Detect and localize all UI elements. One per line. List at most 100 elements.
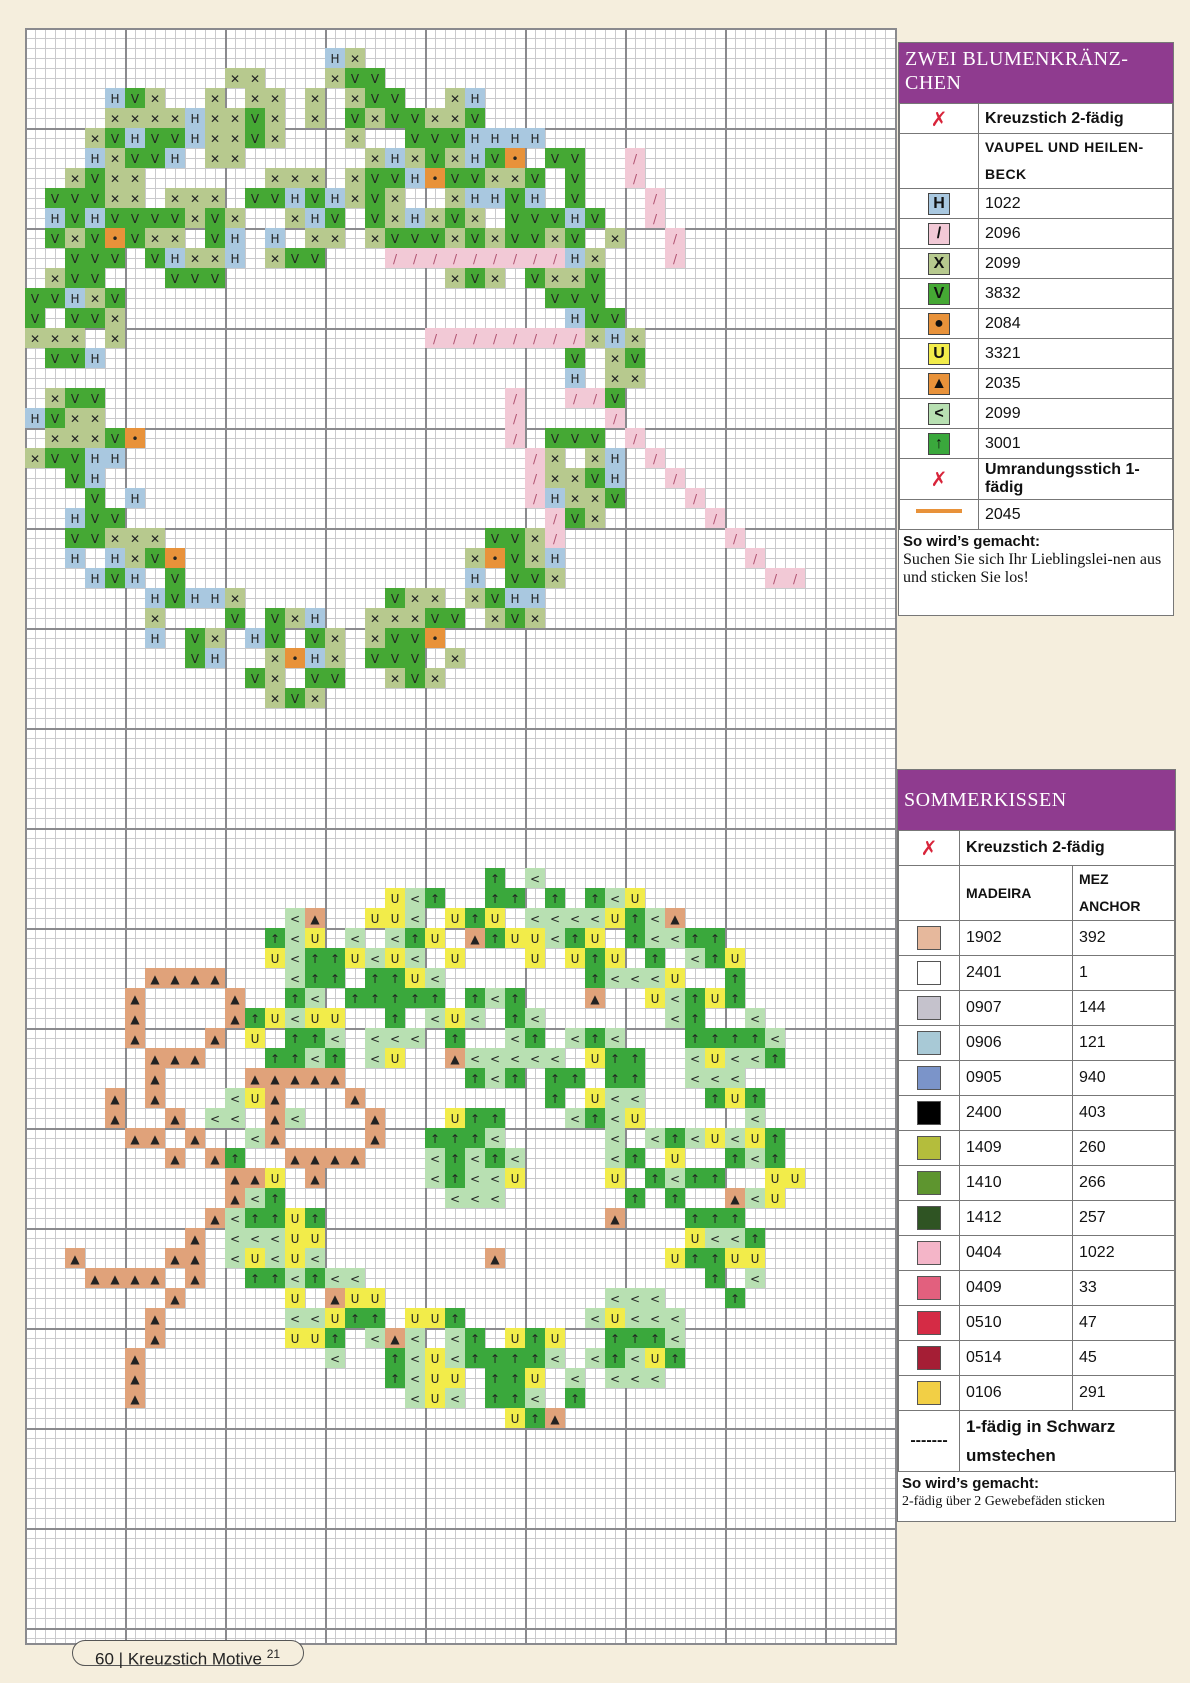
legend-instructions: So wird’s gemacht: Suchen Sie sich Ihr L… [899,530,1173,615]
svg-text:▲: ▲ [170,1052,180,1066]
stitch: V [345,68,365,88]
stitch: ✕ [125,108,145,128]
stitch: ✕ [505,168,525,188]
stitch: U [285,1248,305,1268]
svg-text:<: < [310,1312,320,1326]
stitch: < [285,968,305,988]
svg-text:✕: ✕ [350,172,360,186]
stitch: U [365,908,385,928]
stitch: < [305,1248,325,1268]
stitch: V [305,628,325,648]
stitch: ✕ [565,268,585,288]
svg-text:V: V [591,212,600,226]
thread-code: 2099 [978,248,1173,279]
svg-text:↑: ↑ [690,1172,700,1186]
stitch: V [145,548,165,568]
stitch: ↑ [365,968,385,988]
svg-text:U: U [631,892,640,906]
svg-text:/: / [473,252,478,266]
svg-text:✕: ✕ [230,592,240,606]
stitch: ▲ [165,1148,185,1168]
svg-text:<: < [650,1132,660,1146]
stitch: V [445,608,465,628]
stitch: / [625,168,645,188]
svg-text:/: / [573,332,578,346]
stitch: V [325,668,345,688]
svg-text:✕: ✕ [210,192,220,206]
stitch: ▲ [185,1248,205,1268]
stitch: ✕ [85,428,105,448]
svg-text:U: U [631,1112,640,1126]
stitch: V [145,148,165,168]
anchor-code: 260 [1072,1130,1175,1166]
svg-text:<: < [630,1372,640,1386]
color-swatch [917,1031,941,1055]
svg-text:↑: ↑ [670,1192,680,1206]
stitch: ✕ [605,368,625,388]
svg-text:<: < [210,1112,220,1126]
legend-row: <2099 [899,398,1173,429]
stitch: ↑ [445,1128,465,1148]
stitch: ✕ [265,88,285,108]
stitch: ✕ [225,588,245,608]
stitch: H [105,548,125,568]
stitch: ▲ [185,968,205,988]
stitch: < [505,1148,525,1168]
stitch: / [645,188,665,208]
legend-row: 2400 403 [898,1095,1175,1131]
stitch: V [85,528,105,548]
stitch: ▲ [145,1128,165,1148]
stitch: V [65,208,85,228]
svg-text:V: V [611,392,620,406]
svg-text:✕: ✕ [50,272,60,286]
stitch: ▲ [105,1108,125,1128]
svg-text:U: U [511,932,520,946]
svg-text:V: V [71,452,80,466]
stitch: ✕ [445,108,465,128]
madeira-code: 2401 [959,955,1073,991]
svg-text:↑: ↑ [770,1152,780,1166]
stitch: ✕ [385,668,405,688]
stitch: V [385,588,405,608]
stitch: / [665,228,685,248]
stitch: ▲ [65,1248,85,1268]
stitch: / [445,248,465,268]
svg-text:✕: ✕ [50,332,60,346]
svg-text:/: / [533,492,538,506]
svg-text:<: < [270,1232,280,1246]
stitch: U [245,1088,265,1108]
svg-text:<: < [510,1032,520,1046]
stitch: < [745,1108,765,1128]
svg-text:✕: ✕ [270,692,280,706]
anchor-code: 121 [1072,1025,1175,1061]
stitch: ▲ [185,1268,205,1288]
stitch: V [305,668,325,688]
stitch: ↑ [485,1388,505,1408]
stitch: U [705,1128,725,1148]
stitch: ✕ [345,128,365,148]
svg-text:✕: ✕ [390,212,400,226]
stitch: ▲ [125,1388,145,1408]
svg-text:▲: ▲ [310,1152,320,1166]
svg-text:✕: ✕ [610,352,620,366]
svg-text:U: U [511,1172,520,1186]
svg-text:<: < [470,1192,480,1206]
svg-text:↑: ↑ [450,1132,460,1146]
svg-text:✕: ✕ [270,112,280,126]
svg-text:V: V [491,152,500,166]
stitch: V [65,308,85,328]
svg-text:V: V [171,212,180,226]
svg-text:H: H [70,552,79,566]
svg-text:↑: ↑ [490,1152,500,1166]
svg-text:↑: ↑ [750,1032,760,1046]
svg-text:U: U [671,1252,680,1266]
svg-text:/: / [713,512,718,526]
svg-text:▲: ▲ [310,1072,320,1086]
stitch: V [305,248,325,268]
stitch: U [565,948,585,968]
svg-text:▲: ▲ [230,1192,240,1206]
stitch: ↑ [385,1348,405,1368]
stitch: H [65,548,85,568]
svg-text:U: U [571,952,580,966]
svg-text:<: < [410,892,420,906]
